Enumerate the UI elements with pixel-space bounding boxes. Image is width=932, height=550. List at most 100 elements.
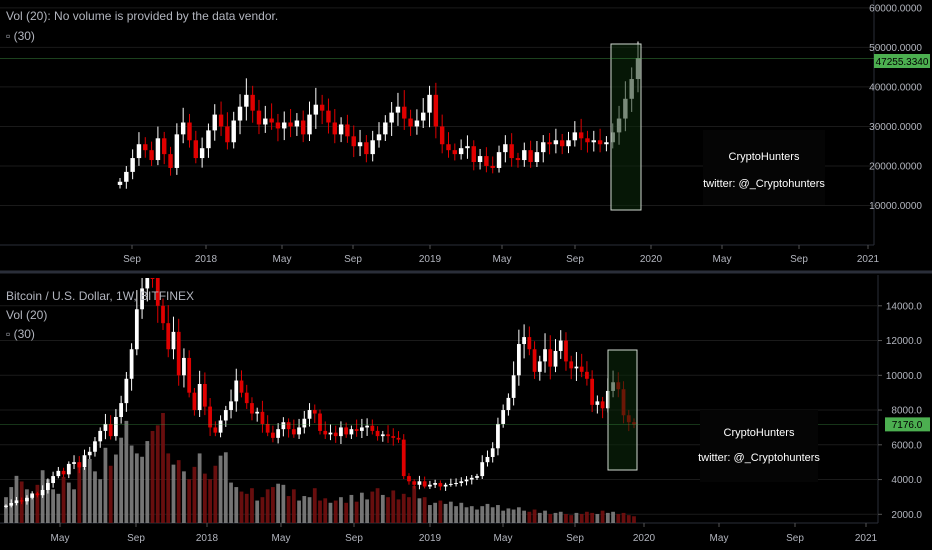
bottom-price-tick: 14000.0: [886, 301, 923, 312]
bottom-volume-bar: [532, 509, 537, 523]
bottom-volume-bar: [391, 490, 396, 523]
bottom-price-tick: 8000.0: [891, 406, 922, 417]
bottom-volume-bar: [108, 465, 113, 523]
top-candle-body: [199, 148, 205, 159]
top-candle-body: [206, 130, 211, 149]
top-candle-body: [585, 138, 590, 143]
bottom-time-tick: 2019: [419, 533, 442, 544]
bottom-volume-bar: [82, 468, 87, 523]
bottom-volume-bar: [564, 514, 568, 523]
bottom-volume-bar: [72, 489, 76, 523]
bottom-candle-body: [312, 410, 317, 414]
bottom-volume-bar: [318, 500, 322, 523]
top-candle-body: [143, 144, 148, 151]
top-candle-body: [130, 158, 135, 172]
top-candle-body: [237, 106, 243, 121]
top-legend-indicator[interactable]: ▫ (30): [6, 29, 35, 43]
bottom-time-axis[interactable]: May Sep 2018 May Sep 2019 May Sep 2020 May Sep 2021: [51, 523, 878, 544]
bottom-highlight-box[interactable]: [607, 349, 638, 471]
bottom-candle-body: [501, 410, 506, 424]
bottom-volume-bar: [354, 501, 359, 523]
bottom-volume-bar: [448, 501, 453, 523]
top-highlight-box[interactable]: [610, 43, 642, 211]
bottom-volume-bar: [558, 511, 563, 523]
top-legend-volume[interactable]: Vol (20): No volume is provided by the d…: [6, 9, 278, 23]
bottom-last-price-label: 7176.0: [892, 420, 923, 431]
bottom-candle-body: [161, 305, 165, 324]
bottom-candle-body: [82, 455, 87, 468]
bottom-candle-body: [328, 432, 333, 435]
top-candle-body: [193, 140, 199, 159]
bottom-volume-bar: [208, 479, 212, 523]
bottom-candle-body: [569, 361, 574, 369]
bottom-candle-body: [56, 470, 61, 477]
bottom-volume-bar: [281, 484, 286, 523]
bottom-volume-bar: [124, 420, 129, 523]
bottom-candle-body: [140, 288, 144, 310]
bottom-volume-bar: [297, 500, 301, 523]
top-candle-body: [541, 142, 546, 153]
top-candle-body: [402, 106, 407, 119]
top-candle-body: [288, 122, 293, 127]
bottom-volume-bar: [171, 464, 176, 523]
bottom-volume-bar: [422, 497, 427, 523]
bottom-volume-bar: [522, 510, 526, 523]
bottom-legend-symbol[interactable]: Bitcoin / U.S. Dollar, 1W, BITFINEX: [6, 289, 194, 303]
top-time-tick: 2021: [857, 254, 880, 265]
top-candle-body: [357, 142, 363, 147]
bottom-time-tick: 2021: [855, 533, 878, 544]
bottom-volume-bar: [286, 496, 291, 523]
top-price-axis[interactable]: 60000.0000 50000.0000 40000.0000 30000.0000…: [869, 3, 922, 212]
bottom-candle-body: [375, 430, 380, 437]
bottom-time-tick: May: [494, 533, 513, 544]
top-candle-body: [180, 122, 186, 135]
top-candle-body: [124, 171, 129, 182]
bottom-candle-body: [281, 422, 286, 430]
bottom-volume-bar: [244, 493, 249, 523]
top-price-tick: 20000.0000: [869, 161, 922, 172]
bottom-candle-body: [72, 462, 76, 464]
bottom-legend-volume[interactable]: Vol (20): [6, 308, 47, 322]
bottom-candle-body: [250, 403, 254, 414]
bottom-candle-body: [19, 500, 24, 502]
top-time-axis[interactable]: Sep 2018 May Sep 2019 May Sep 2020 May Sep 2021: [123, 245, 880, 265]
bottom-volume-bar: [61, 476, 66, 523]
bottom-volume-bar: [119, 437, 124, 523]
bottom-candle-body: [590, 378, 595, 405]
top-candle-body: [452, 150, 458, 155]
bottom-candle-body: [558, 340, 563, 351]
bottom-volume-bar: [197, 453, 202, 523]
bottom-candle-body: [124, 378, 129, 404]
top-candle-body: [553, 140, 559, 145]
bottom-candle-body: [87, 451, 92, 456]
top-candle-body: [591, 140, 596, 143]
bottom-candle-body: [386, 434, 390, 437]
bottom-candle-body: [255, 411, 260, 414]
top-candle-body: [370, 140, 375, 155]
top-time-tick: May: [273, 254, 292, 265]
bottom-volume-bar: [401, 493, 406, 523]
bottom-volume-bar: [469, 506, 474, 523]
bottom-price-tick: 12000.0: [886, 336, 923, 347]
bottom-volume-bar: [370, 491, 375, 523]
bottom-candle-body: [150, 278, 155, 279]
bottom-volume-bar: [475, 509, 479, 523]
bottom-time-tick: Sep: [786, 533, 804, 544]
bottom-legend-indicator[interactable]: ▫ (30): [6, 327, 35, 341]
bottom-volume-bar: [344, 502, 349, 523]
bottom-candle-body: [234, 380, 239, 402]
top-candle-body: [515, 158, 521, 161]
top-candle-body: [604, 142, 609, 145]
bottom-time-tick: May: [51, 533, 70, 544]
bottom-price-axis[interactable]: 14000.0 12000.0 10000.0 8000.0 6000.0 4000.0 2…: [878, 301, 922, 521]
top-time-tick: Sep: [790, 254, 808, 265]
bottom-candle-body: [365, 425, 369, 428]
bottom-candle-body: [475, 476, 479, 478]
bottom-candle-body: [537, 361, 542, 372]
bottom-candle-body: [396, 437, 401, 440]
bottom-volume-bar: [616, 514, 621, 523]
bottom-candle-body: [35, 493, 40, 496]
bottom-volume-bar: [260, 497, 265, 523]
bottom-volume-bar: [548, 514, 553, 523]
